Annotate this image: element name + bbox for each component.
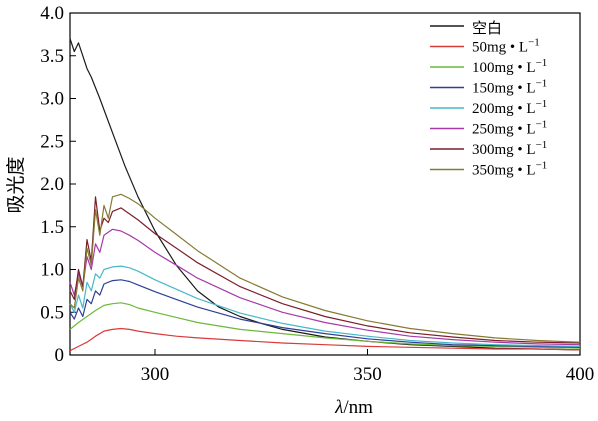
legend-series-unit: −1	[536, 78, 548, 90]
legend-series-unit: −1	[536, 98, 548, 110]
legend-label: 150mg • L−1	[472, 78, 547, 97]
series-line-1	[69, 38, 581, 351]
legend-label: 100mg • L−1	[472, 57, 547, 76]
y-tick-label: 4.0	[40, 3, 64, 24]
series-line-7	[69, 196, 581, 344]
legend-series-name: 250mg • L	[472, 122, 536, 138]
series-line-8	[69, 193, 581, 343]
legend-label: 空白	[472, 20, 502, 37]
y-axis: 0 0.5 1.0 1.5 2.0 2.5 3.0 3.5 4.0	[40, 3, 76, 366]
y-tick-label: 2.0	[40, 174, 64, 195]
x-axis-label: λ/nm	[334, 397, 373, 418]
x-tick-label: 350	[353, 364, 382, 385]
plot-area	[69, 12, 581, 356]
series-line-2	[69, 327, 581, 352]
series-layer	[69, 38, 581, 352]
series-line-5	[69, 265, 581, 347]
legend-series-name: 200mg • L	[472, 101, 536, 117]
legend-series-name: 300mg • L	[472, 142, 536, 158]
x-axis-unit: /nm	[343, 397, 373, 418]
y-tick-label: 0.5	[40, 302, 64, 323]
legend-series-unit: −1	[536, 160, 548, 172]
legend-series-unit: −1	[536, 139, 548, 151]
legend-series-unit: −1	[536, 119, 548, 131]
legend-label: 300mg • L−1	[472, 139, 547, 158]
y-tick-label: 2.5	[40, 131, 64, 152]
legend-series-name: 50mg • L	[472, 40, 528, 56]
y-tick-label: 0	[55, 345, 65, 366]
legend-label: 250mg • L−1	[472, 119, 547, 138]
legend-series-unit: −1	[528, 37, 540, 49]
legend-series-name: 空白	[472, 20, 502, 37]
legend-series-name: 350mg • L	[472, 163, 536, 179]
legend-series-name: 150mg • L	[472, 81, 536, 97]
legend-label: 50mg • L−1	[472, 37, 540, 56]
y-tick-label: 1.0	[40, 260, 64, 281]
legend-series-unit: −1	[536, 57, 548, 69]
y-tick-label: 3.5	[40, 46, 64, 67]
x-tick-label: 300	[141, 364, 170, 385]
legend-label: 200mg • L−1	[472, 98, 547, 117]
series-line-4	[69, 279, 581, 348]
y-axis-label: 吸光度	[5, 156, 27, 213]
series-line-6	[69, 228, 581, 346]
series-line-3	[69, 302, 581, 349]
y-tick-label: 3.0	[40, 89, 64, 110]
legend-series-name: 100mg • L	[472, 60, 536, 76]
x-tick-label: 400	[566, 364, 595, 385]
x-axis: 300 350 400	[141, 349, 595, 385]
legend-label: 350mg • L−1	[472, 160, 547, 179]
x-axis-symbol: λ	[334, 397, 343, 418]
y-tick-label: 1.5	[40, 217, 64, 238]
